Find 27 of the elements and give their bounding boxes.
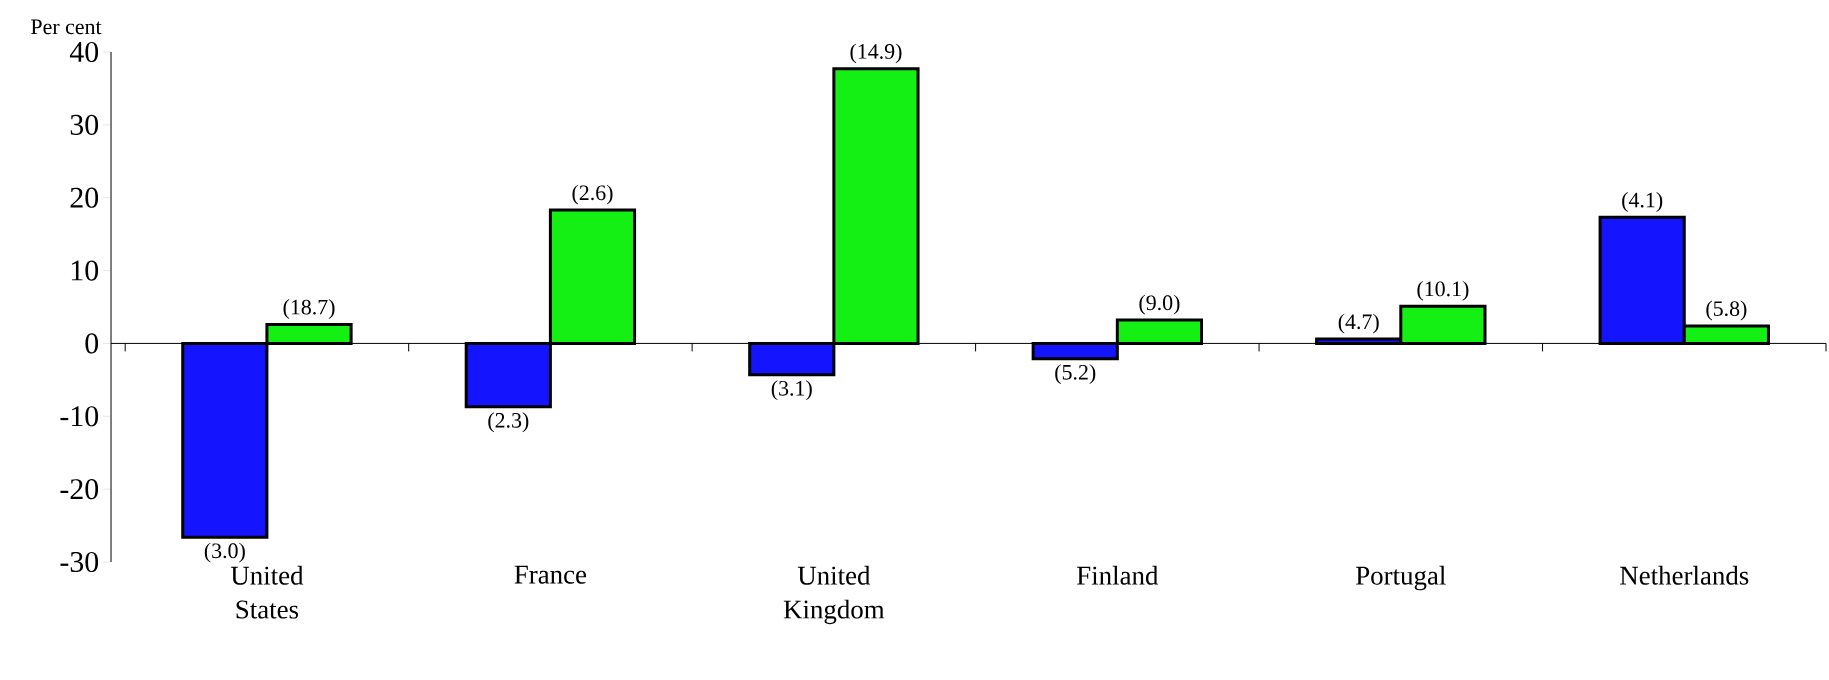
x-tick-label: Portugal <box>1356 565 1446 591</box>
x-tick-label: United Kingdom <box>783 565 885 625</box>
x-tick-label: Finland <box>1077 565 1159 585</box>
annotation: (2.3) <box>488 412 529 433</box>
annotation: (10.1) <box>1417 280 1469 301</box>
annotation: (4.1) <box>1622 192 1663 212</box>
annotation: (18.7) <box>283 299 335 319</box>
y-tick-label: 30 <box>70 114 99 135</box>
annotation: (3.1) <box>771 380 812 401</box>
annotation: (2.6) <box>572 184 613 205</box>
y-axis-title: Per cent <box>31 19 102 35</box>
annotation: (9.0) <box>1139 294 1180 315</box>
annotation: (3.0) <box>204 542 245 563</box>
y-tick-label: 0 <box>85 333 99 354</box>
annotation: (14.9) <box>850 43 902 64</box>
y-tick-label: -20 <box>60 479 99 500</box>
y-tick-label: 40 <box>69 41 99 63</box>
annotation: (5.8) <box>1706 300 1747 321</box>
y-tick-label: -10 <box>60 406 99 427</box>
x-tick-label: Netherlands <box>1620 565 1749 585</box>
y-tick-label: 20 <box>70 187 99 208</box>
annotation: (4.7) <box>1338 313 1379 334</box>
x-tick-label: France <box>514 565 587 584</box>
y-tick-label: 10 <box>71 260 99 281</box>
annotation: (5.2) <box>1055 364 1096 385</box>
x-tick-label: United States <box>230 565 304 619</box>
y-tick-label: -30 <box>60 551 99 573</box>
